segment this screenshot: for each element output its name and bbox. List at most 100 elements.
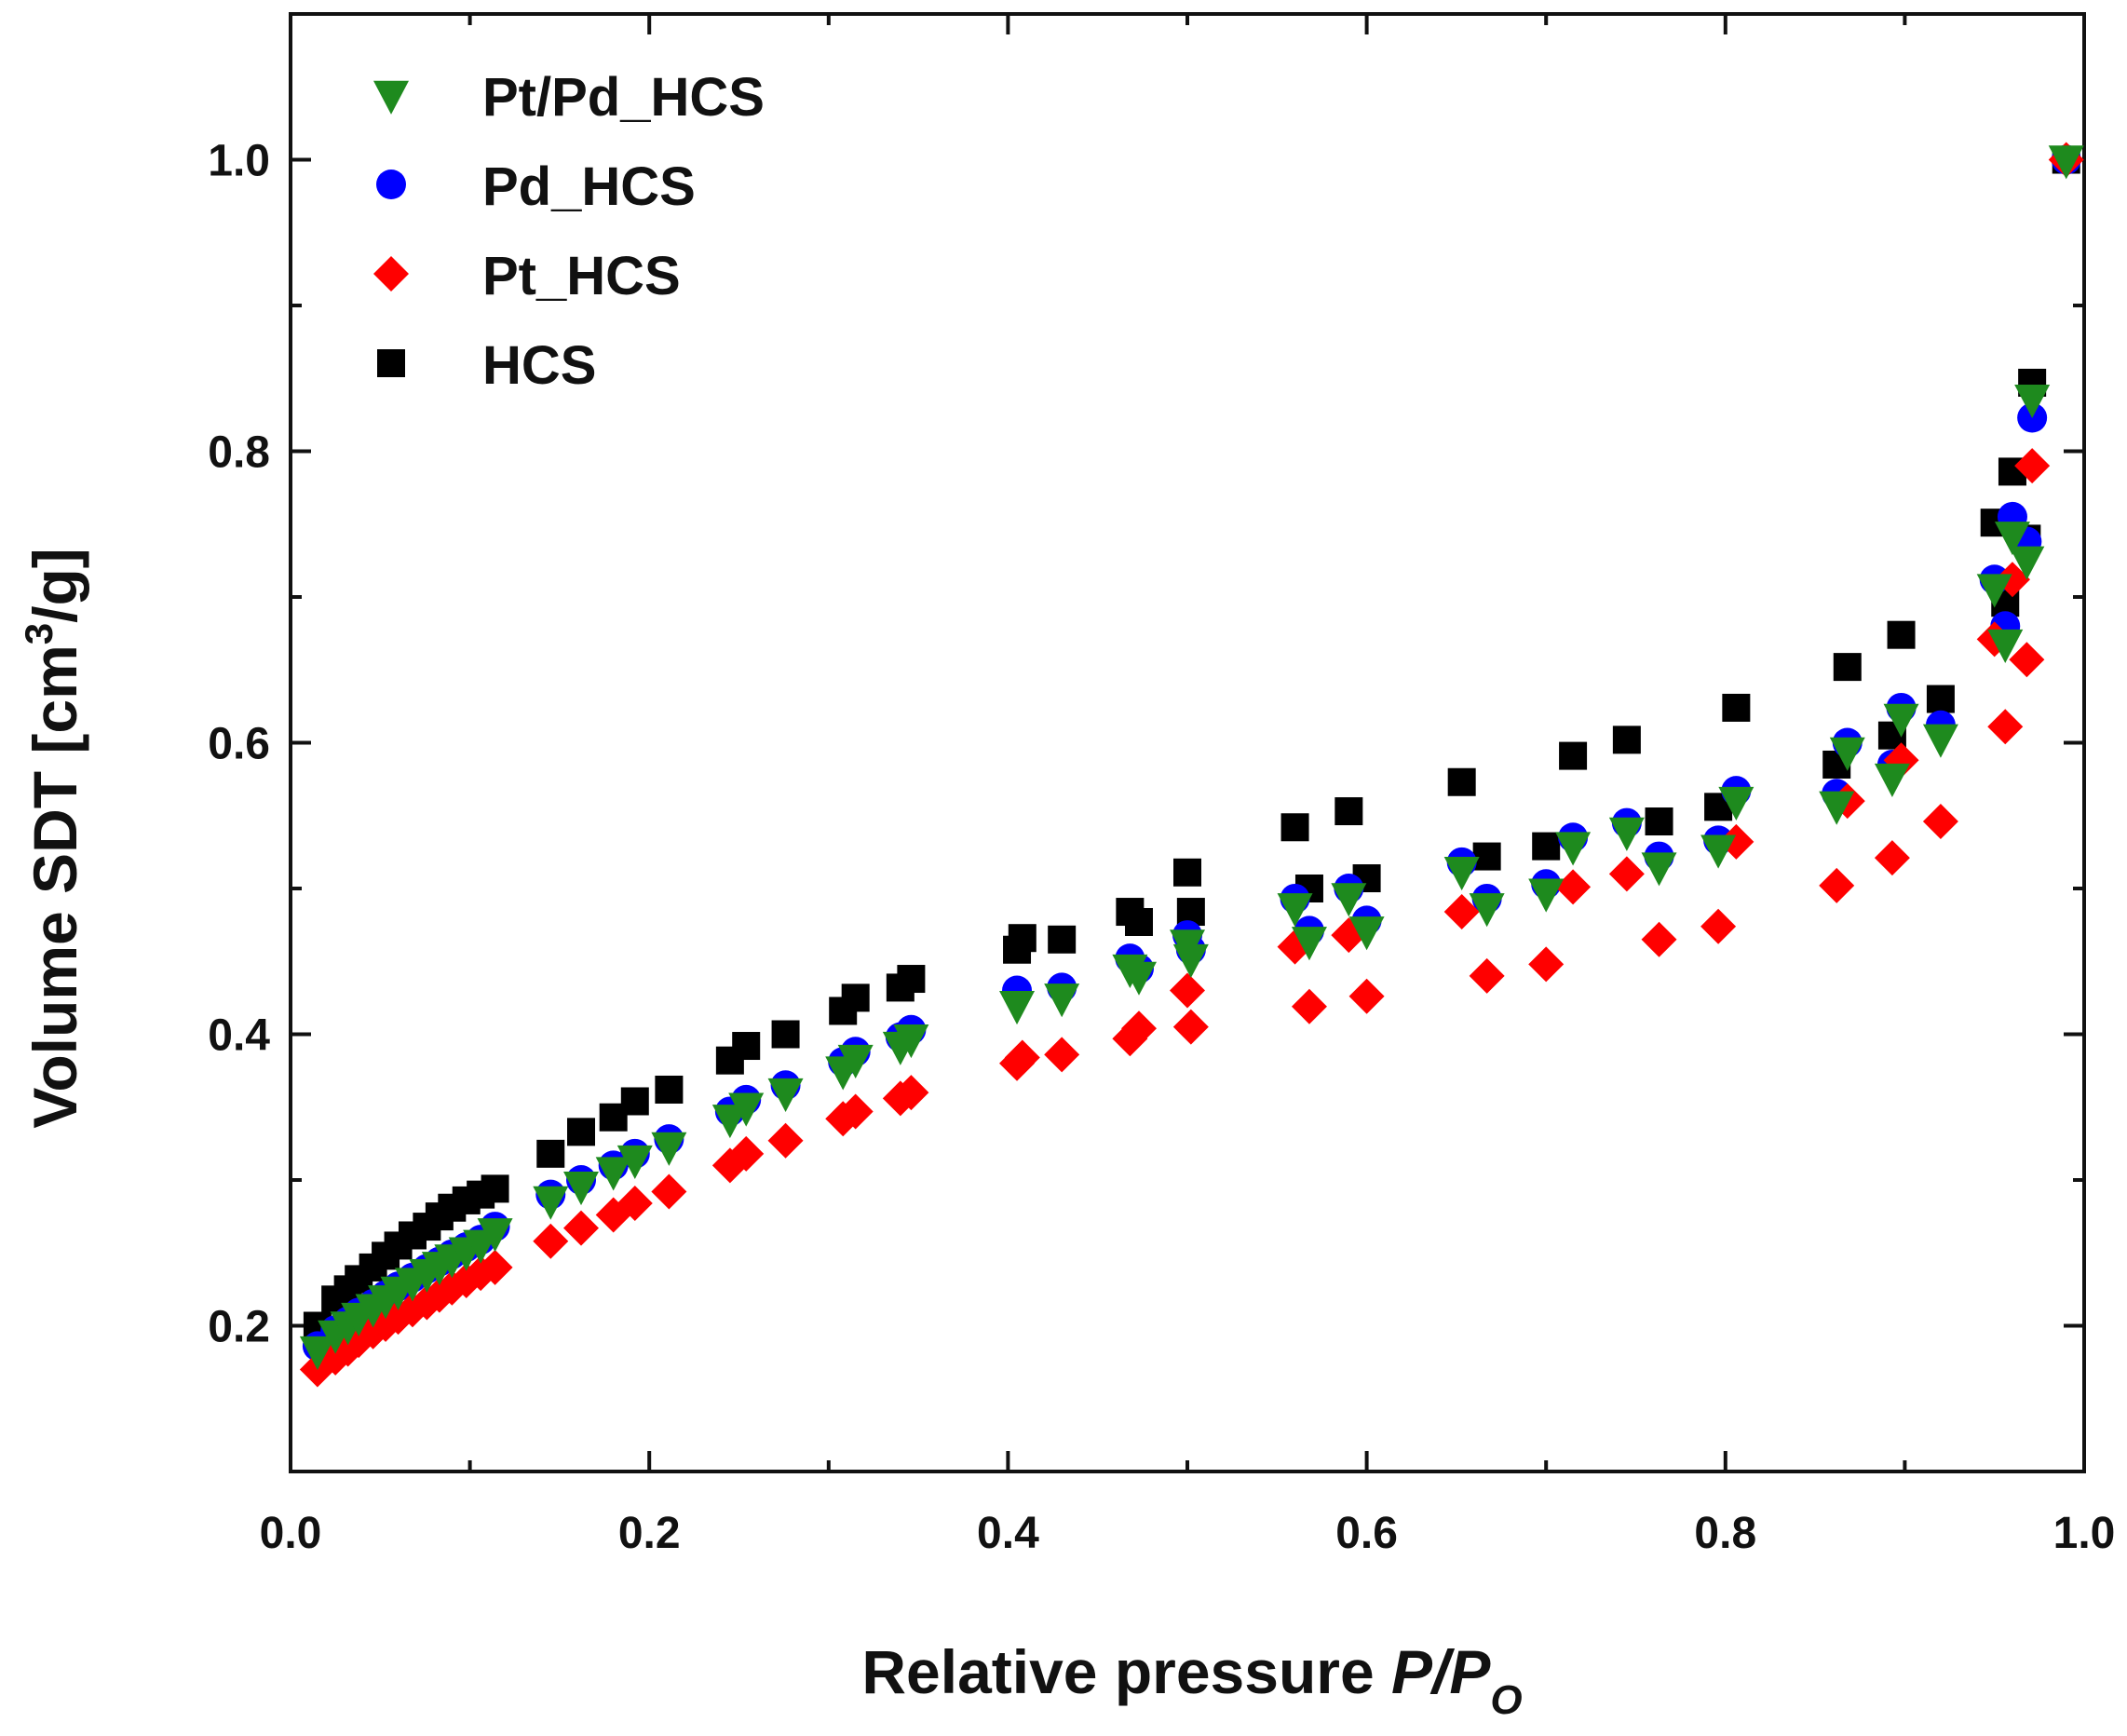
y-axis-title-tail: /g] [20, 548, 89, 623]
data-point [651, 1173, 687, 1210]
data-point [1874, 763, 1910, 797]
data-point [1833, 653, 1862, 682]
data-point [1120, 1010, 1157, 1047]
x-axis-title-variable: P/P [1391, 1637, 1491, 1706]
x-axis-title: Relative pressure P/PO [861, 1637, 1522, 1723]
data-point [1819, 867, 1855, 903]
data-point [1469, 957, 1505, 994]
legend-marker-square-icon [377, 349, 405, 377]
data-point [897, 965, 926, 994]
data-point [1291, 927, 1327, 961]
data-point [1887, 620, 1916, 649]
legend-item: Pt_HCS [373, 246, 681, 306]
data-point [1612, 726, 1641, 754]
series-pt-pd-hcs [299, 145, 2084, 1371]
data-point [1608, 817, 1645, 851]
data-point [1559, 741, 1588, 770]
x-tick-label: 1.0 [2053, 1509, 2116, 1558]
data-point [771, 1020, 800, 1049]
data-point [616, 1186, 653, 1222]
data-point [1008, 924, 1036, 953]
data-point [1124, 907, 1153, 936]
chart-legend: Pt/Pd_HCS Pd_HCS Pt_HCS HCS [373, 67, 765, 396]
series-hcs [303, 145, 2080, 1340]
data-point [651, 1132, 687, 1166]
data-point [837, 1044, 874, 1079]
data-point [1976, 574, 2012, 608]
plot-axes: 0.0 0.2 0.4 0.6 0.8 1.0 0.2 0.4 0.6 0.8 1.0 [208, 12, 2116, 1558]
data-point [1173, 858, 1201, 887]
y-tick-label: 0.6 [208, 720, 270, 769]
data-point [1987, 709, 2024, 745]
data-point [655, 1075, 684, 1104]
data-point [1348, 916, 1385, 951]
y-tick-label: 0.8 [208, 428, 270, 478]
x-axis-title-main: Relative pressure [861, 1637, 1391, 1706]
data-point [1331, 883, 1367, 917]
data-point [999, 991, 1036, 1025]
data-point [1443, 857, 1480, 891]
x-tick-label: 0.4 [977, 1509, 1039, 1558]
data-point [1280, 813, 1309, 842]
data-point [728, 1135, 765, 1172]
data-point [2014, 384, 2051, 419]
data-point [893, 1024, 929, 1059]
x-tick-label: 0.2 [618, 1509, 681, 1558]
data-point [1528, 946, 1565, 983]
data-point [1994, 522, 2030, 556]
legend-label: HCS [482, 335, 596, 396]
y-axis-title: Volume SDT [cm3/g] [17, 548, 89, 1129]
data-point [841, 983, 870, 1012]
data-point [1044, 1037, 1080, 1073]
legend-item: HCS [377, 335, 596, 396]
data-point [1922, 804, 1958, 840]
data-point [533, 1223, 569, 1259]
data-point [1172, 943, 1209, 979]
data-point [1987, 629, 2024, 663]
data-point [732, 1032, 761, 1061]
legend-marker-circle-icon [376, 170, 406, 199]
y-axis-title-superscript: 3 [17, 623, 61, 644]
data-point [563, 1210, 600, 1246]
legend-label: Pt_HCS [482, 246, 681, 306]
legend-label: Pt/Pd_HCS [482, 67, 765, 128]
data-point [1291, 988, 1327, 1024]
y-tick-label: 0.4 [208, 1011, 270, 1061]
data-point [1555, 832, 1592, 866]
data-point [728, 1092, 765, 1127]
legend-item: Pt/Pd_HCS [373, 67, 765, 128]
data-point [1348, 978, 1385, 1014]
y-axis-title-main: Volume SDT [cm [20, 644, 89, 1129]
data-point [1700, 834, 1737, 869]
data-point [620, 1087, 649, 1116]
data-point [1443, 894, 1480, 930]
data-point [616, 1145, 653, 1179]
data-point [1120, 961, 1157, 996]
data-point [1472, 842, 1501, 871]
data-point [2009, 546, 2045, 580]
data-point [1883, 703, 1919, 738]
data-point [1532, 832, 1561, 861]
data-point [533, 1186, 569, 1220]
data-point [1829, 737, 1865, 771]
data-point [2014, 448, 2051, 484]
data-point [1926, 685, 1955, 713]
data-point [767, 1078, 804, 1112]
data-point [477, 1249, 513, 1285]
data-point [1922, 724, 1958, 758]
data-point [563, 1172, 600, 1206]
data-point [481, 1174, 509, 1203]
data-point [1334, 797, 1363, 826]
data-point [1277, 893, 1313, 928]
x-tick-label: 0.8 [1694, 1509, 1756, 1558]
data-point [1555, 869, 1592, 905]
data-point [1170, 972, 1205, 1009]
data-point [1700, 908, 1737, 944]
plot-frame [289, 12, 2086, 1473]
data-point [1048, 925, 1077, 954]
data-series-layer [299, 142, 2084, 1388]
data-point [536, 1139, 565, 1168]
data-point [1819, 791, 1855, 825]
data-point [2009, 642, 2045, 678]
